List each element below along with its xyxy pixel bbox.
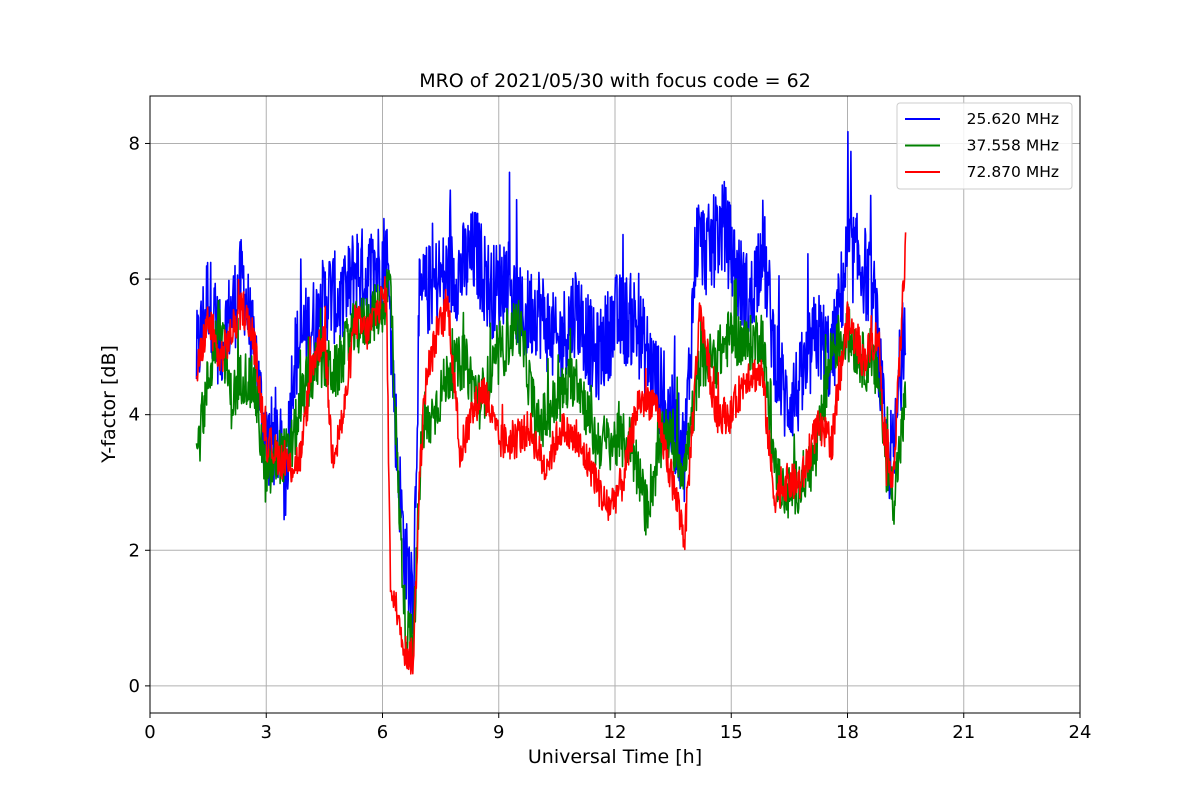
series-layer (195, 130, 907, 675)
legend: 25.620 MHz 37.558 MHz 72.870 MHz (896, 102, 1073, 190)
y-axis-label: Y-factor [dB] (98, 345, 120, 464)
chart-title: MRO of 2021/05/30 with focus code = 62 (419, 70, 811, 92)
x-tick-label: 24 (1069, 722, 1092, 743)
legend-label-2: 37.558 MHz (967, 137, 1059, 155)
x-tick-label: 21 (952, 722, 975, 743)
x-tick-label: 9 (493, 722, 504, 743)
legend-box (896, 102, 1073, 190)
x-axis-label: Universal Time [h] (528, 746, 702, 768)
legend-label-3: 72.870 MHz (967, 163, 1059, 181)
series-line-3 (195, 232, 907, 675)
y-tick-label: 2 (129, 540, 140, 561)
x-tick-label: 18 (836, 722, 859, 743)
x-tick-label: 3 (261, 722, 272, 743)
series-line-2 (195, 268, 907, 662)
y-tick-label: 0 (129, 676, 140, 697)
y-tick-label: 8 (129, 133, 140, 154)
x-tick-label: 15 (720, 722, 743, 743)
y-tick-label: 6 (129, 269, 140, 290)
y-tick-label: 4 (129, 405, 140, 426)
legend-label-1: 25.620 MHz (967, 110, 1059, 128)
x-tick-label: 6 (377, 722, 388, 743)
x-tick-label: 0 (144, 722, 155, 743)
x-tick-label: 12 (604, 722, 627, 743)
